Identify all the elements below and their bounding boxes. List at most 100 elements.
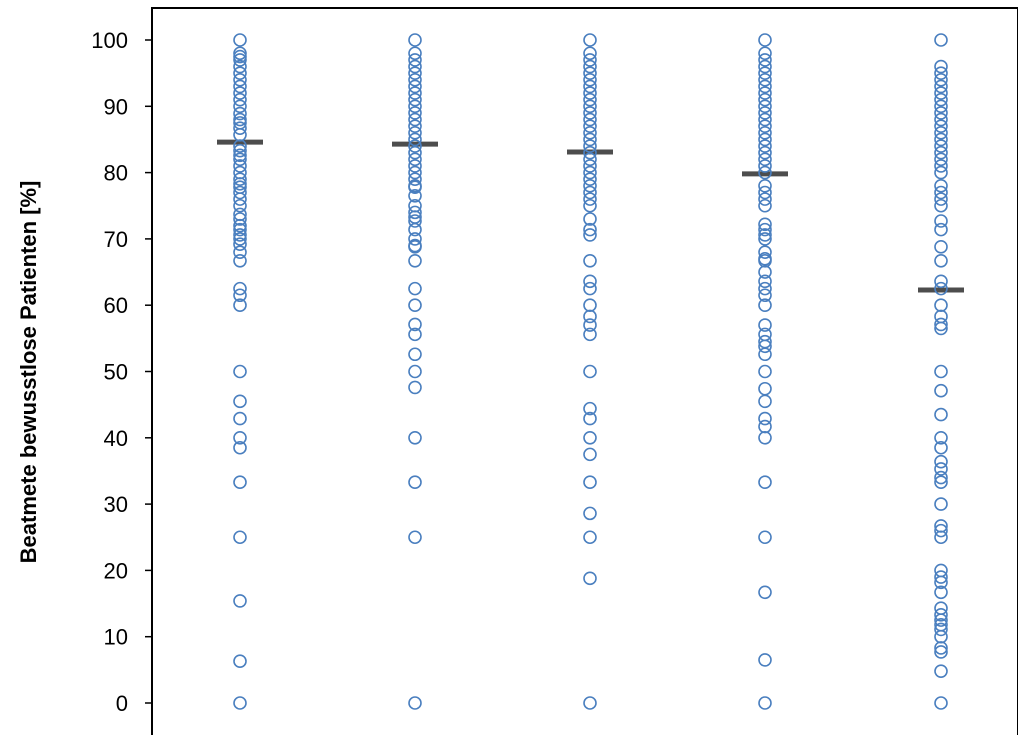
data-point xyxy=(934,364,948,379)
data-point xyxy=(583,185,597,200)
data-point xyxy=(758,112,772,127)
data-point xyxy=(583,112,597,127)
data-point xyxy=(583,401,597,416)
data-point xyxy=(934,523,948,538)
data-point xyxy=(934,253,948,268)
data-point xyxy=(758,394,772,409)
data-point xyxy=(408,132,422,147)
data-point xyxy=(758,419,772,434)
data-point xyxy=(758,228,772,242)
data-point xyxy=(233,59,247,74)
data-point xyxy=(758,119,772,133)
data-point xyxy=(408,380,422,395)
data-point xyxy=(934,321,948,336)
data-point xyxy=(233,185,247,200)
data-point xyxy=(233,112,247,127)
data-point xyxy=(758,411,772,426)
data-point xyxy=(233,172,247,187)
data-point xyxy=(758,585,772,600)
data-point xyxy=(233,46,247,61)
data-point xyxy=(583,506,597,521)
data-point xyxy=(758,217,772,232)
data-point xyxy=(583,696,597,710)
y-tick-label: 90 xyxy=(104,94,128,119)
data-point xyxy=(583,132,597,147)
data-point xyxy=(233,696,247,710)
data-point xyxy=(758,185,772,200)
data-point xyxy=(408,298,422,313)
y-tick-label: 80 xyxy=(104,161,128,186)
data-point xyxy=(233,232,247,246)
data-point xyxy=(583,447,597,462)
data-point xyxy=(934,198,948,213)
data-point xyxy=(408,126,422,140)
data-point xyxy=(408,99,422,114)
data-point xyxy=(233,222,247,237)
data-point xyxy=(934,106,948,120)
data-point xyxy=(583,106,597,120)
data-point xyxy=(408,364,422,379)
data-point xyxy=(583,411,597,426)
data-point xyxy=(934,214,948,228)
data-point xyxy=(758,165,772,180)
data-point xyxy=(758,92,772,107)
data-point xyxy=(758,79,772,94)
y-tick-label: 40 xyxy=(104,426,128,451)
data-point xyxy=(233,281,247,296)
data-point xyxy=(233,53,247,67)
data-point xyxy=(934,608,948,622)
data-point xyxy=(758,245,772,259)
data-point xyxy=(583,92,597,107)
data-point xyxy=(408,189,422,203)
data-point xyxy=(934,33,948,47)
data-point xyxy=(758,222,772,237)
data-point xyxy=(583,430,597,445)
data-point xyxy=(408,222,422,237)
data-point xyxy=(758,288,772,303)
data-point xyxy=(758,265,772,279)
data-point xyxy=(408,165,422,180)
data-point xyxy=(233,298,247,313)
data-point xyxy=(934,79,948,94)
data-point xyxy=(233,192,247,206)
data-point xyxy=(583,327,597,342)
data-point xyxy=(934,585,948,600)
data-point xyxy=(408,317,422,332)
data-point xyxy=(233,66,247,80)
data-point xyxy=(934,440,948,455)
data-point xyxy=(233,49,247,64)
data-point xyxy=(408,347,422,362)
data-point xyxy=(408,240,422,254)
data-point xyxy=(408,33,422,47)
data-point xyxy=(233,218,247,233)
data-point xyxy=(758,198,772,213)
data-point xyxy=(583,66,597,80)
data-point xyxy=(758,430,772,445)
data-point xyxy=(583,86,597,100)
data-point xyxy=(758,475,772,490)
data-point xyxy=(233,253,247,268)
data-point xyxy=(583,364,597,379)
data-point xyxy=(233,152,247,167)
data-point xyxy=(408,145,422,160)
data-point xyxy=(934,383,948,398)
data-point xyxy=(934,165,948,180)
data-point xyxy=(408,159,422,173)
data-point xyxy=(934,72,948,87)
data-point xyxy=(408,180,422,194)
data-point xyxy=(758,72,772,87)
data-point xyxy=(583,281,597,296)
median-markers xyxy=(217,139,964,293)
data-point xyxy=(758,132,772,147)
data-point xyxy=(233,177,247,191)
data-point xyxy=(233,198,247,213)
data-point xyxy=(583,309,597,324)
data-point xyxy=(408,106,422,120)
data-point xyxy=(583,530,597,545)
data-point xyxy=(934,317,948,332)
data-point xyxy=(934,430,948,445)
data-point xyxy=(233,143,247,158)
data-point xyxy=(233,245,247,259)
data-point xyxy=(934,222,948,237)
data-point xyxy=(758,145,772,160)
